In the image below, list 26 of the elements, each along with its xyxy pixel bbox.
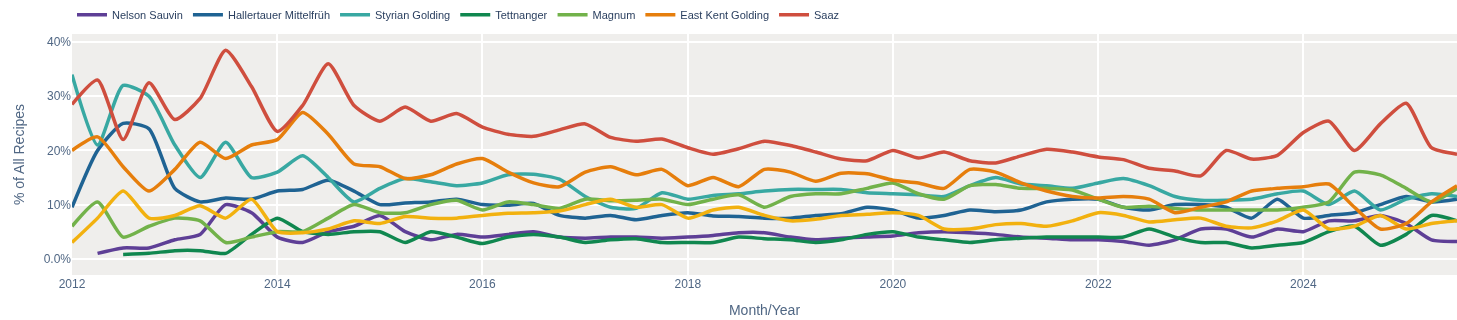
legend-label: Tettnanger	[495, 8, 548, 21]
legend-label: East Kent Golding	[680, 8, 770, 21]
line-series	[72, 110, 1457, 231]
x-tick-label: 2014	[264, 277, 292, 291]
legend-label: Magnum	[592, 8, 636, 21]
x-tick-label: 2012	[58, 277, 86, 291]
line-series	[72, 169, 1457, 245]
y-tick-label: 10%	[46, 197, 72, 212]
y-tick-label: 0.0%	[43, 251, 72, 266]
y-tick-label: 40%	[46, 35, 72, 50]
y-tick-label: 30%	[46, 89, 72, 104]
y-tick-label: 20%	[46, 143, 72, 158]
line-series	[72, 48, 1457, 178]
legend-label: Saaz	[814, 8, 840, 21]
x-tick-label: 2020	[879, 277, 907, 291]
legend-label: Nelson Sauvin	[112, 8, 183, 21]
line-series	[72, 189, 1457, 245]
line-series	[121, 213, 1457, 257]
y-axis-title: % of All Recipes	[11, 103, 28, 206]
x-tick-label: 2022	[1084, 277, 1112, 291]
x-tick-label: 2024	[1289, 277, 1317, 291]
x-tick-label: 2016	[469, 277, 497, 291]
x-axis-title: Month/Year	[728, 302, 801, 319]
legend-label: Styrian Golding	[375, 8, 451, 21]
x-tick-label: 2018	[674, 277, 702, 291]
legend-label: Hallertauer Mittelfrüh	[227, 8, 331, 21]
